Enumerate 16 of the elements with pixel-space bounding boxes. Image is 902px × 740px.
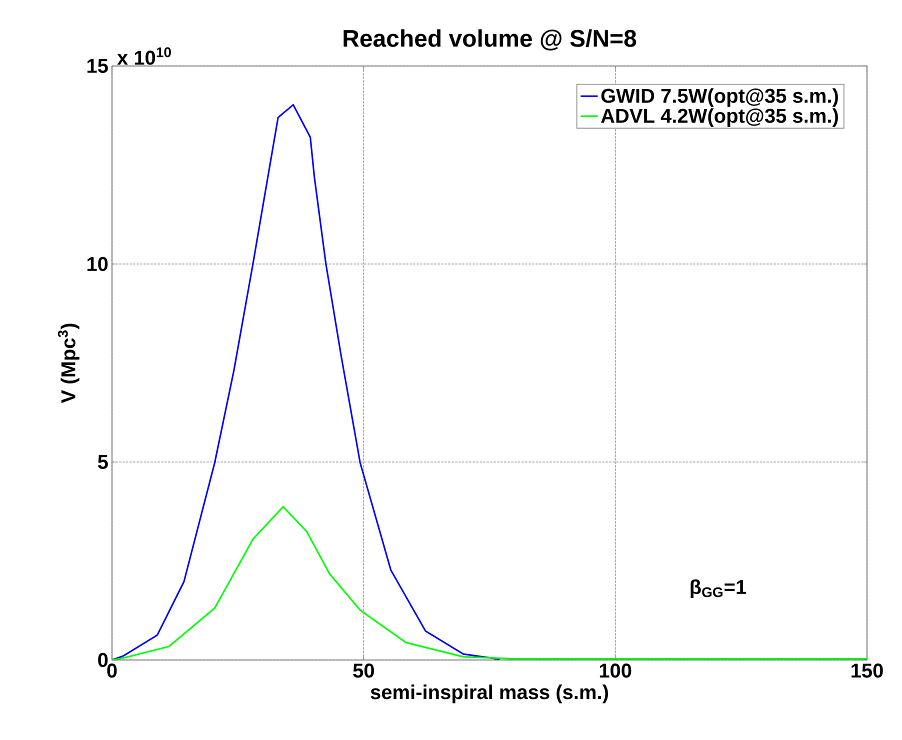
legend-label: ADVL 4.2W(opt@35 s.m.) xyxy=(601,108,838,127)
x-axis-title: semi-inspiral mass (s.m.) xyxy=(370,684,608,704)
x-tick-label: 0 xyxy=(107,664,117,678)
line-series xyxy=(112,104,500,660)
text: x 10$^{10}$ xyxy=(117,47,171,65)
x-tick-label: 100 xyxy=(600,664,632,678)
y-tick-label: 10 xyxy=(87,256,108,272)
y-tick-label: 0 xyxy=(98,652,108,668)
annotation: β$_{GG}$=1 xyxy=(690,579,746,598)
y-axis-title: V (Mpc$^{3}$) xyxy=(58,324,80,404)
chart-title: Reached volume @ S/N=8 xyxy=(344,29,636,50)
x-tick-label: 150 xyxy=(852,664,883,678)
y-tick-label: 15 xyxy=(87,59,108,73)
legend-label: GWID 7.5W(opt@35 s.m.) xyxy=(601,88,838,107)
y-tick-label: 5 xyxy=(98,455,108,469)
x-tick-label: 50 xyxy=(353,664,374,678)
